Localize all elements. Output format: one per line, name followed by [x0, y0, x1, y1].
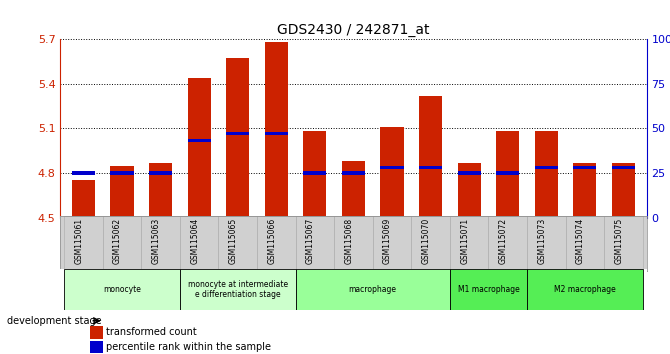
Bar: [265, 132, 288, 135]
Text: macrophage: macrophage: [348, 285, 397, 294]
Bar: [496, 171, 519, 175]
Bar: [535, 131, 558, 218]
FancyBboxPatch shape: [295, 216, 334, 271]
FancyBboxPatch shape: [411, 216, 450, 271]
Bar: [419, 96, 442, 218]
Bar: [574, 162, 596, 218]
FancyBboxPatch shape: [334, 216, 373, 271]
FancyBboxPatch shape: [604, 216, 643, 271]
Bar: [458, 162, 480, 218]
Bar: [574, 166, 596, 169]
Bar: [226, 132, 249, 135]
Text: transformed count: transformed count: [106, 327, 196, 337]
Text: GSM115061: GSM115061: [74, 218, 84, 264]
Text: GSM115062: GSM115062: [113, 218, 122, 264]
Bar: [342, 171, 365, 175]
FancyBboxPatch shape: [450, 216, 488, 271]
FancyBboxPatch shape: [103, 216, 141, 271]
Text: GSM115075: GSM115075: [614, 218, 623, 264]
Text: GSM115074: GSM115074: [576, 218, 585, 264]
FancyBboxPatch shape: [218, 216, 257, 271]
Text: GSM115071: GSM115071: [460, 218, 469, 264]
FancyBboxPatch shape: [373, 216, 411, 271]
Text: GSM115066: GSM115066: [267, 218, 276, 264]
Bar: [64, 269, 180, 310]
Text: GSM115067: GSM115067: [306, 218, 315, 264]
Bar: [342, 161, 365, 218]
Bar: [612, 162, 635, 218]
Bar: [72, 181, 95, 218]
Bar: [304, 171, 326, 175]
Bar: [295, 269, 450, 310]
Text: M2 macrophage: M2 macrophage: [554, 285, 616, 294]
Bar: [72, 171, 95, 175]
Bar: [149, 171, 172, 175]
Bar: [419, 166, 442, 169]
Bar: [188, 139, 211, 142]
Bar: [381, 127, 403, 218]
Text: GSM115069: GSM115069: [383, 218, 392, 264]
Text: GSM115063: GSM115063: [151, 218, 161, 264]
Bar: [612, 166, 635, 169]
Text: GSM115070: GSM115070: [421, 218, 431, 264]
Bar: [265, 42, 288, 218]
Bar: [535, 166, 558, 169]
Text: monocyte: monocyte: [103, 285, 141, 294]
FancyBboxPatch shape: [488, 216, 527, 271]
Text: GSM115064: GSM115064: [190, 218, 199, 264]
Text: percentile rank within the sample: percentile rank within the sample: [106, 342, 271, 352]
Text: development stage: development stage: [7, 316, 101, 326]
Text: GSM115065: GSM115065: [228, 218, 238, 264]
Text: monocyte at intermediate
e differentiation stage: monocyte at intermediate e differentiati…: [188, 280, 288, 299]
Text: GSM115068: GSM115068: [344, 218, 354, 264]
Bar: [527, 269, 643, 310]
FancyBboxPatch shape: [527, 216, 565, 271]
FancyBboxPatch shape: [141, 216, 180, 271]
Bar: [180, 269, 295, 310]
Bar: [90, 341, 103, 353]
Bar: [304, 131, 326, 218]
Text: GSM115073: GSM115073: [537, 218, 546, 264]
Text: GSM115072: GSM115072: [498, 218, 508, 264]
Bar: [226, 58, 249, 218]
Text: M1 macrophage: M1 macrophage: [458, 285, 519, 294]
Bar: [458, 171, 480, 175]
Bar: [450, 269, 527, 310]
Bar: [496, 131, 519, 218]
FancyBboxPatch shape: [64, 216, 103, 271]
FancyBboxPatch shape: [257, 216, 295, 271]
Bar: [90, 326, 103, 338]
Bar: [381, 166, 403, 169]
Bar: [188, 78, 211, 218]
Bar: [111, 166, 133, 218]
Title: GDS2430 / 242871_at: GDS2430 / 242871_at: [277, 23, 429, 36]
FancyBboxPatch shape: [180, 216, 218, 271]
Bar: [149, 162, 172, 218]
Bar: [111, 171, 133, 175]
FancyBboxPatch shape: [565, 216, 604, 271]
